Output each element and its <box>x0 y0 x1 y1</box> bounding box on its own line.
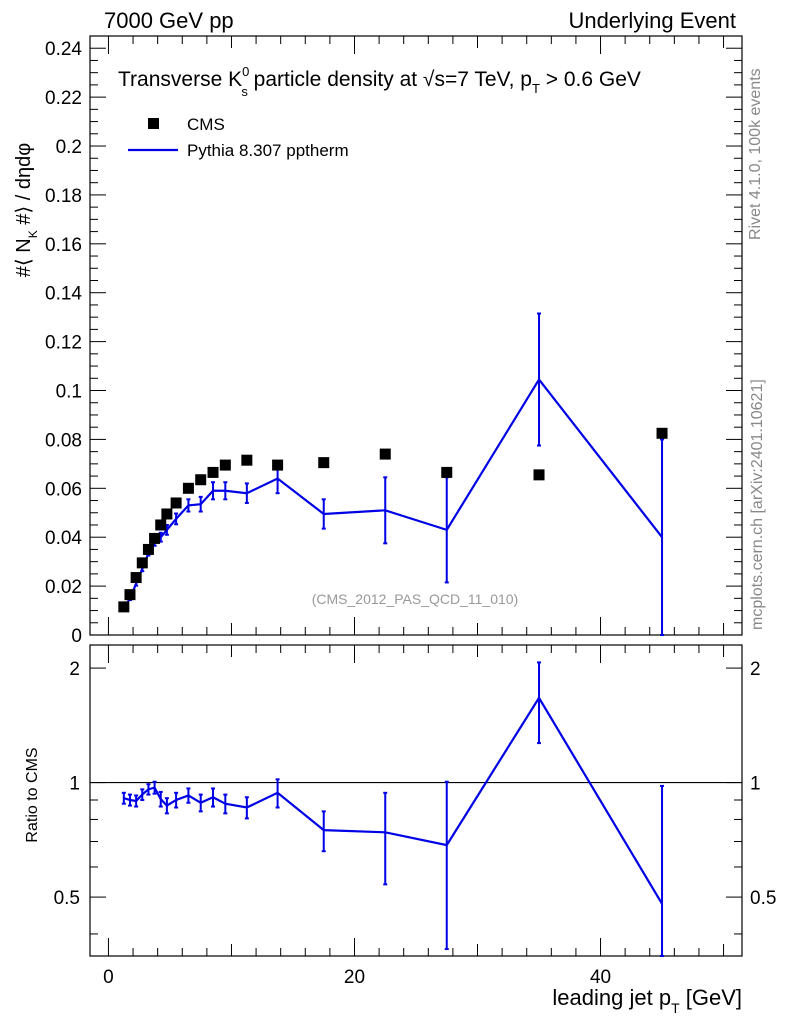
cms-data-point <box>118 601 130 613</box>
cms-data-point <box>130 572 142 584</box>
title-k-sup: 0 <box>242 64 249 79</box>
legend: CMS Pythia 8.307 pptherm <box>128 115 349 160</box>
ratio-y-axis-label: Ratio to CMS <box>24 747 41 842</box>
main-y-tick-label: 0.12 <box>45 333 82 354</box>
ratio-y-tick-label-left: 1 <box>69 774 80 795</box>
cms-data-point <box>241 454 253 466</box>
cms-data-point <box>195 474 207 486</box>
title-k-sub: s <box>241 84 248 99</box>
main-y-axis-label: #⟨ NK #⟩ / dηdφ <box>13 143 40 277</box>
cms-data-point <box>207 466 219 478</box>
ratio-y-tick-label-right: 1 <box>750 774 761 795</box>
ratio-y-tick-label-right: 0.5 <box>750 888 776 909</box>
main-y-tick-label: 0.22 <box>45 88 82 109</box>
title-middle: particle density at <box>248 68 423 91</box>
main-frame-border <box>89 35 743 636</box>
main-y-tick-label: 0.18 <box>45 186 82 207</box>
cms-data-point <box>219 459 231 471</box>
main-y-tick-label: 0.04 <box>45 528 82 549</box>
chart-marks <box>118 312 668 957</box>
x-tick-label: 20 <box>344 967 365 988</box>
main-y-tick-label: 0.2 <box>56 137 82 158</box>
main-y-tick-label: 0.1 <box>56 382 82 403</box>
xlabel-main: leading jet p <box>552 985 671 1010</box>
x-tick-label: 40 <box>590 967 611 988</box>
title-sqrt: √s=7 TeV, p <box>423 68 532 91</box>
ratio-y-tick-label-right: 2 <box>750 659 761 680</box>
x-tick-label: 0 <box>103 967 114 988</box>
xlabel-unit: [GeV] <box>680 985 742 1010</box>
xlabel-sub: T <box>671 1000 680 1016</box>
header-right: Underlying Event <box>568 8 736 33</box>
legend-cms-label: CMS <box>187 115 225 134</box>
cms-data-point <box>441 466 453 478</box>
main-y-tick-label: 0.14 <box>45 284 82 305</box>
mc-series-line <box>122 377 663 610</box>
cms-data-point <box>142 543 154 555</box>
cms-data-point <box>149 532 161 544</box>
title-prefix: Transverse K <box>118 68 242 91</box>
cms-data-point <box>533 469 545 481</box>
analysis-watermark: (CMS_2012_PAS_QCD_11_010) <box>312 591 519 607</box>
cms-data-point <box>379 448 391 460</box>
ylabel-rest: #⟩ / dηdφ <box>13 143 35 231</box>
ratio-y-tick-label-left: 2 <box>69 659 80 680</box>
main-y-tick-label: 0.24 <box>45 39 82 60</box>
cms-data-point <box>318 457 330 469</box>
header-left: 7000 GeV pp <box>104 8 234 33</box>
cms-data-point <box>182 482 194 494</box>
chart-title: Transverse K0 s particle density at √s=7 … <box>118 64 641 99</box>
ylabel-k-sub: K <box>26 230 40 238</box>
cms-data-point <box>170 497 182 509</box>
ylabel-main: #⟨ N <box>13 238 35 277</box>
main-y-tick-label: 0.02 <box>45 577 82 598</box>
title-pt-sub: T <box>532 81 540 96</box>
title-suffix: > 0.6 GeV <box>540 68 641 91</box>
main-y-tick-label: 0.08 <box>45 430 82 451</box>
cms-data-point <box>124 589 136 601</box>
ratio-series-line <box>123 695 663 905</box>
x-axis-label: leading jet pT [GeV] <box>552 985 742 1016</box>
legend-pythia-label: Pythia 8.307 pptherm <box>187 141 349 160</box>
ratio-y-tick-label-left: 0.5 <box>54 888 80 909</box>
ratio-plot-frame: 0 20 40 0.5 0.5 1 1 2 2 <box>54 644 776 988</box>
main-y-tick-label: 0.06 <box>45 479 82 500</box>
main-plot-frame: 0 0.02 0.04 0.06 0.08 0.1 0.12 0.14 0.16 0.18 0.2 0… <box>45 35 743 647</box>
cms-data-point <box>272 459 284 471</box>
cms-data-point <box>161 508 173 520</box>
legend-cms-marker <box>148 118 159 129</box>
main-y-tick-label: 0 <box>71 626 82 647</box>
cms-data-point <box>155 519 167 531</box>
ratio-frame-border <box>89 644 743 957</box>
cms-data-point <box>136 557 148 569</box>
main-y-tick-label: 0.16 <box>45 235 82 256</box>
cms-data-point <box>656 427 668 439</box>
